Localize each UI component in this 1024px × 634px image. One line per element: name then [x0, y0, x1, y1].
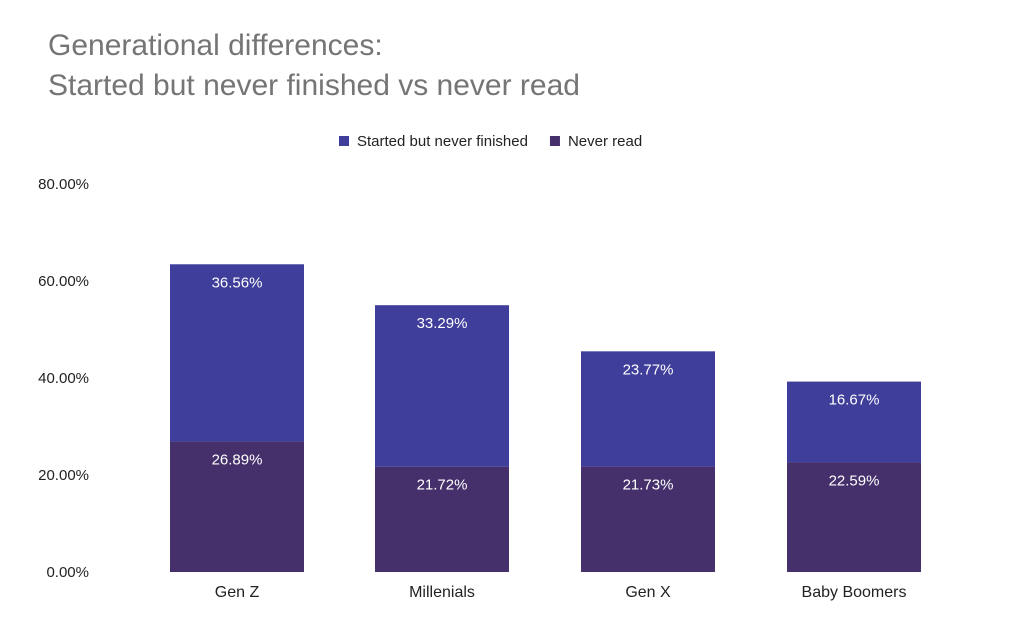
y-tick-label: 20.00%	[38, 467, 89, 484]
y-tick-label: 80.00%	[38, 176, 89, 193]
bar-segment	[581, 466, 715, 572]
bar-segment	[375, 305, 509, 467]
data-label: 23.77%	[623, 361, 674, 378]
y-tick-label: 40.00%	[38, 370, 89, 387]
y-tick-label: 0.00%	[46, 564, 89, 581]
bar-segment	[375, 466, 509, 572]
chart-title-line-1: Generational differences:	[48, 29, 383, 62]
x-tick-label: Baby Boomers	[802, 584, 907, 601]
y-tick-label: 60.00%	[38, 273, 89, 290]
x-tick-label: Millenials	[409, 584, 475, 601]
bar-segment	[170, 264, 304, 442]
bar-segment	[170, 441, 304, 572]
data-label: 22.59%	[829, 472, 880, 489]
data-label: 26.89%	[212, 452, 263, 469]
chart-title: Generational differences: Started but ne…	[48, 26, 580, 106]
legend-swatch	[549, 136, 560, 146]
data-label: 36.56%	[212, 274, 263, 291]
x-tick-label: Gen Z	[215, 584, 260, 601]
chart-title-line-2: Started but never finished vs never read	[48, 69, 580, 102]
legend-swatch	[339, 136, 349, 146]
data-label: 16.67%	[829, 392, 880, 409]
bar-segment	[581, 351, 715, 467]
bar-segment	[787, 462, 921, 572]
bar-segment	[787, 381, 921, 463]
legend-label: Never read	[568, 133, 642, 150]
data-label: 33.29%	[417, 315, 468, 332]
data-label: 21.73%	[623, 477, 674, 494]
x-tick-label: Gen X	[625, 584, 671, 601]
legend-label: Started but never finished	[357, 133, 528, 150]
data-label: 21.72%	[417, 477, 468, 494]
